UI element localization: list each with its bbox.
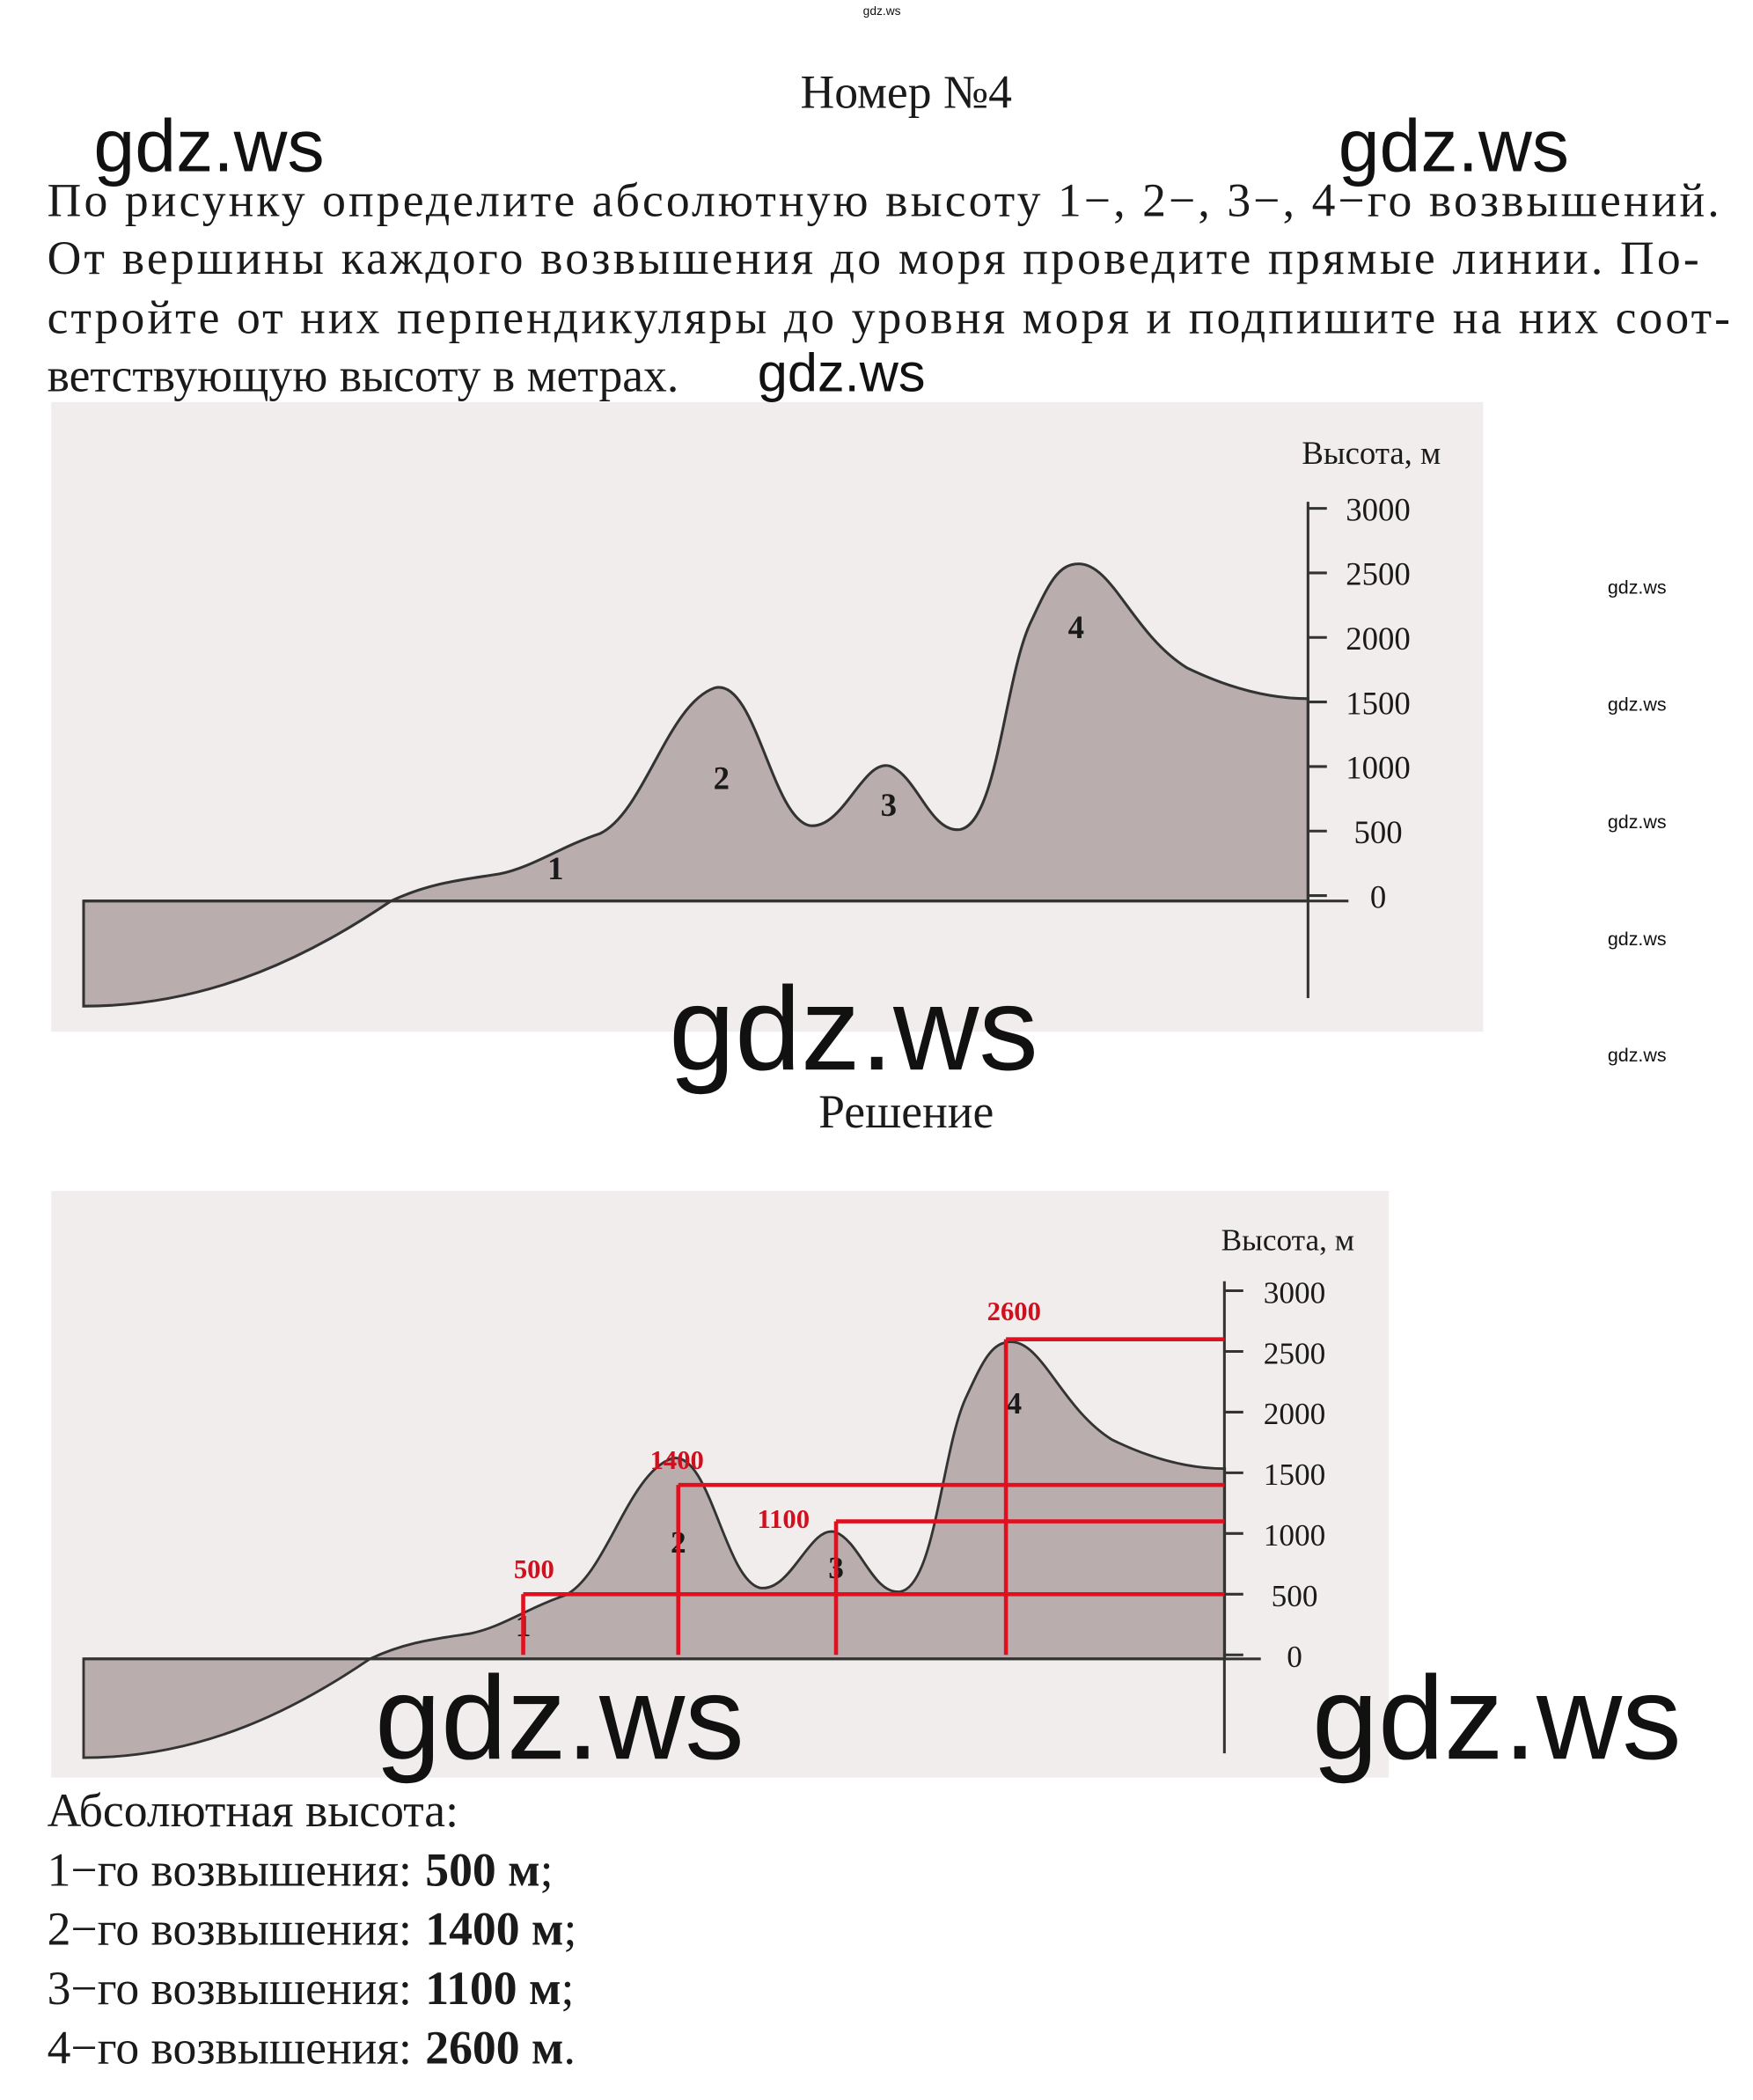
watermark: gdz.ws: [1339, 105, 1569, 187]
tick-label: 2000: [1346, 620, 1411, 657]
answer-label: 3−го возвышения:: [48, 1962, 412, 2015]
answer-heading: Абсолютная высота:: [48, 1784, 458, 1837]
solution-heading: Решение: [818, 1085, 994, 1138]
answer-end: ;: [540, 1843, 554, 1896]
task-figure: Высота, м 3000 2500 2000 1500 1000 500 0 1 2 3 4: [51, 401, 1484, 1032]
tick-label: 500: [1272, 1579, 1318, 1613]
answer-line: 2−го возвышения: 1400 м;: [48, 1903, 577, 1956]
answer-label: 2−го возвышения:: [48, 1903, 412, 1956]
answer-label: 4−го возвышения:: [48, 2022, 412, 2074]
answer-line: 4−го возвышения: 2600 м.: [48, 2022, 576, 2074]
answer-value: 500 м: [425, 1843, 539, 1896]
watermark: gdz.ws: [93, 105, 324, 187]
task-line: ветствующую высоту в метрах.: [48, 349, 679, 401]
answer-end: ;: [563, 1903, 576, 1956]
axis-label: Высота, м: [1302, 435, 1441, 471]
peak-label: 2: [714, 760, 730, 796]
tick-label: 2500: [1264, 1336, 1325, 1370]
watermark: gdz.ws: [863, 4, 901, 18]
terrain-profile: [82, 562, 1309, 1008]
tick-label: 0: [1287, 1640, 1302, 1674]
tick-label: 500: [1353, 814, 1402, 850]
height-label: 500: [514, 1554, 554, 1584]
watermark: gdz.ws: [669, 962, 1038, 1095]
watermark: gdz.ws: [1312, 1651, 1682, 1784]
tick-label: 2000: [1264, 1397, 1325, 1431]
answer-end: .: [563, 2022, 575, 2074]
task-line: От вершины каждого возвышения до моря пр…: [48, 231, 1699, 284]
answer-end: ;: [561, 1962, 574, 2015]
tick-label: 1000: [1264, 1518, 1325, 1553]
answer-label: 1−го возвышения:: [48, 1843, 412, 1896]
peak-label: 3: [881, 787, 897, 823]
height-label: 1400: [650, 1445, 704, 1475]
title: Номер №4: [800, 66, 1011, 119]
peak-label: 4: [1006, 1386, 1022, 1421]
height-label: 2600: [987, 1296, 1041, 1326]
tick-label: 2500: [1346, 556, 1411, 592]
tick-label: 1500: [1346, 685, 1411, 721]
height-label: 1100: [757, 1504, 810, 1534]
axis-label: Высота, м: [1221, 1223, 1354, 1258]
answer-line: 3−го возвышения: 1100 м;: [48, 1962, 575, 2015]
tick-label: 3000: [1346, 491, 1411, 527]
solution-figure: Высота, м 300025002000150010005000123450…: [51, 1191, 1390, 1778]
tick-label: 3000: [1264, 1275, 1325, 1310]
tick-label: 1500: [1264, 1458, 1325, 1492]
watermark: gdz.ws: [1608, 929, 1667, 950]
tick-label: 0: [1370, 878, 1386, 914]
answer-value: 1100 м: [425, 1962, 561, 2015]
watermark: gdz.ws: [1608, 811, 1667, 833]
answer-value: 2600 м: [425, 2022, 563, 2074]
tick-label: 1000: [1346, 750, 1411, 786]
watermark: gdz.ws: [1608, 694, 1667, 716]
answer-value: 1400 м: [425, 1903, 563, 1956]
peak-label: 1: [547, 850, 563, 886]
task-line: стройте от них перпендикуляры до уровня …: [48, 291, 1730, 344]
peak-label: 4: [1068, 609, 1084, 645]
watermark: gdz.ws: [758, 342, 926, 402]
answer-line: 1−го возвышения: 500 м;: [48, 1843, 554, 1896]
watermark: gdz.ws: [1608, 1045, 1667, 1066]
watermark: gdz.ws: [1608, 576, 1667, 598]
watermark: gdz.ws: [375, 1651, 744, 1784]
